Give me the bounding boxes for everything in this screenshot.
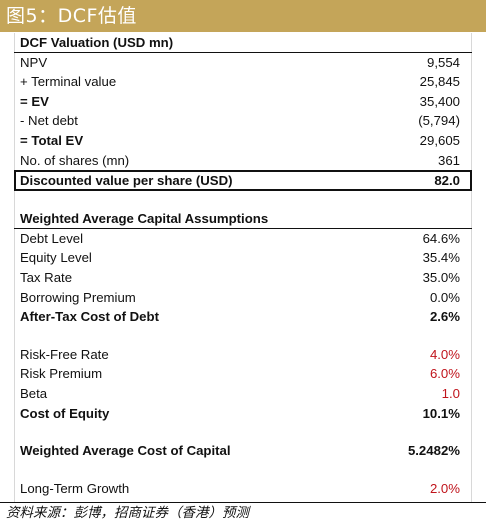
row-net-debt: - Net debt (5,794) bbox=[14, 111, 472, 131]
row-label: No. of shares (mn) bbox=[20, 152, 130, 168]
row-value: 6.0% bbox=[429, 366, 460, 382]
row-cost-of-equity: Cost of Equity 10.1% bbox=[14, 404, 472, 424]
source-note: 资料来源：彭博，招商证券（香港）预测 bbox=[6, 505, 249, 521]
row-terminal-value: + Terminal value 25,845 bbox=[14, 72, 472, 92]
row-ev: = EV 35,400 bbox=[14, 92, 472, 112]
row-shares: No. of shares (mn) 361 bbox=[14, 151, 472, 171]
row-label: Risk-Free Rate bbox=[20, 346, 109, 362]
row-label: Debt Level bbox=[20, 230, 84, 246]
row-label: = EV bbox=[20, 93, 49, 109]
row-label: + Terminal value bbox=[20, 74, 117, 90]
row-value-per-share: Discounted value per share (USD) 82.0 bbox=[14, 170, 472, 192]
row-label: Risk Premium bbox=[20, 366, 103, 382]
row-wacc: Weighted Average Cost of Capital 5.2482% bbox=[14, 441, 472, 461]
section-heading: Weighted Average Capital Assumptions bbox=[20, 211, 269, 227]
row-value: 82.0 bbox=[434, 173, 460, 189]
row-label: Tax Rate bbox=[20, 269, 73, 285]
row-label: Discounted value per share (USD) bbox=[20, 173, 233, 189]
row-npv: NPV 9,554 bbox=[14, 53, 472, 73]
row-label: After-Tax Cost of Debt bbox=[20, 309, 159, 325]
row-value: 2.6% bbox=[429, 309, 460, 325]
row-value: 1.0 bbox=[441, 385, 460, 401]
row-value: (5,794) bbox=[418, 113, 460, 129]
row-value: 4.0% bbox=[429, 346, 460, 362]
row-value: 9,554 bbox=[426, 54, 460, 70]
row-value: 35.0% bbox=[422, 269, 460, 285]
row-value: 2.0% bbox=[429, 480, 460, 496]
row-tax-rate: Tax Rate 35.0% bbox=[14, 268, 472, 288]
row-value: 35,400 bbox=[419, 93, 460, 109]
wacc-header: Weighted Average Capital Assumptions bbox=[14, 209, 472, 229]
row-label: NPV bbox=[20, 54, 48, 70]
row-value: 5.2482% bbox=[407, 443, 460, 459]
row-value: 361 bbox=[437, 152, 460, 168]
figure-title-banner: 图5：DCF估值 bbox=[0, 0, 486, 32]
row-value: 64.6% bbox=[422, 230, 460, 246]
row-beta: Beta 1.0 bbox=[14, 384, 472, 404]
dcf-table: DCF Valuation (USD mn) NPV 9,554 + Termi… bbox=[14, 33, 472, 498]
row-borrowing-premium: Borrowing Premium 0.0% bbox=[14, 288, 472, 308]
row-label: Borrowing Premium bbox=[20, 289, 136, 305]
row-risk-free-rate: Risk-Free Rate 4.0% bbox=[14, 345, 472, 365]
row-label: Long-Term Growth bbox=[20, 480, 130, 496]
row-label: Equity Level bbox=[20, 250, 92, 266]
row-label: Weighted Average Cost of Capital bbox=[20, 443, 231, 459]
row-debt-level: Debt Level 64.6% bbox=[14, 229, 472, 249]
spacer bbox=[14, 423, 472, 441]
row-value: 10.1% bbox=[422, 405, 460, 421]
row-value: 29,605 bbox=[419, 132, 460, 148]
spacer bbox=[14, 327, 472, 345]
spacer bbox=[14, 461, 472, 479]
row-label: = Total EV bbox=[20, 132, 84, 148]
row-long-term-growth: Long-Term Growth 2.0% bbox=[14, 479, 472, 499]
spacer bbox=[14, 191, 472, 209]
bottom-rule bbox=[0, 502, 486, 503]
row-after-tax-cost-of-debt: After-Tax Cost of Debt 2.6% bbox=[14, 307, 472, 327]
row-equity-level: Equity Level 35.4% bbox=[14, 248, 472, 268]
dcf-valuation-header: DCF Valuation (USD mn) bbox=[14, 33, 472, 53]
row-value: 0.0% bbox=[429, 289, 460, 305]
table-frame bbox=[14, 33, 472, 502]
section-heading: DCF Valuation (USD mn) bbox=[20, 35, 174, 50]
row-value: 35.4% bbox=[422, 250, 460, 266]
row-value: 25,845 bbox=[419, 74, 460, 90]
row-label: - Net debt bbox=[20, 113, 78, 129]
row-label: Beta bbox=[20, 385, 48, 401]
row-total-ev: = Total EV 29,605 bbox=[14, 131, 472, 151]
row-label: Cost of Equity bbox=[20, 405, 110, 421]
row-risk-premium: Risk Premium 6.0% bbox=[14, 364, 472, 384]
